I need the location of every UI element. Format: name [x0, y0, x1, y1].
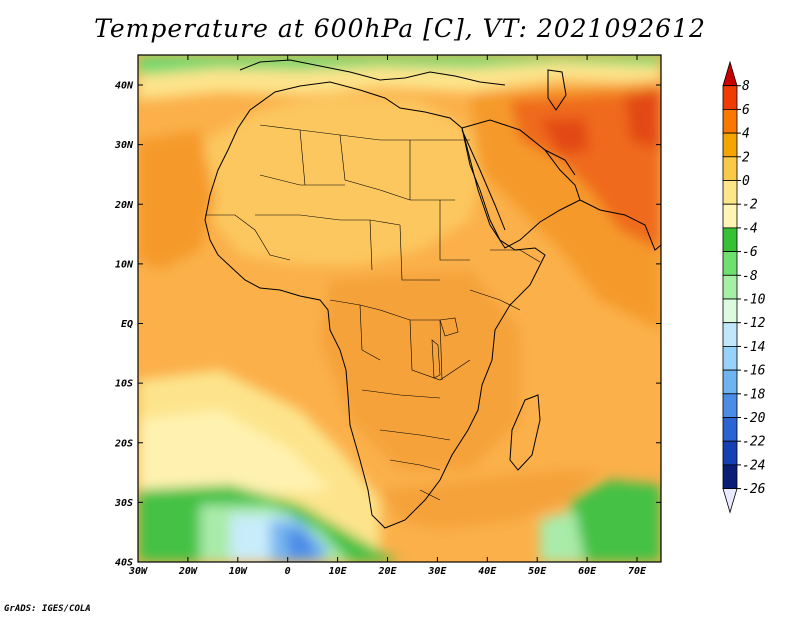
x-tick-label: 20W — [178, 566, 198, 577]
temperature-field — [138, 55, 661, 562]
colorbar-label: -8 — [742, 269, 758, 284]
colorbar-label: -4 — [742, 221, 758, 236]
asia-coastline — [579, 199, 661, 251]
colorbar-label: -26 — [742, 482, 766, 497]
colorbar-label: 8 — [742, 79, 750, 94]
credit-text: GrADS: IGES/COLA — [4, 604, 91, 614]
y-tick-label: 40S — [115, 558, 133, 569]
x-tick-label: 60E — [578, 566, 597, 577]
colorbar-swatch — [722, 440, 738, 466]
atlantic-warm-area — [138, 130, 215, 270]
colorbar-swatch — [722, 156, 738, 181]
southwest-dark-blue — [285, 530, 318, 560]
central-africa-warm — [320, 270, 520, 470]
x-tick-label: 0 — [285, 566, 291, 577]
colorbar-swatch — [722, 227, 738, 252]
colorbar-label: -18 — [742, 387, 766, 402]
colorbar-swatch — [722, 322, 738, 347]
colorbar-top-triangle — [722, 60, 738, 87]
y-tick-label: 40N — [115, 81, 134, 92]
x-tick-label: 70E — [628, 566, 647, 577]
x-tick-label: 50E — [528, 566, 547, 577]
colorbar-swatch — [722, 369, 738, 395]
coastlines — [204, 59, 661, 529]
x-tick-label: 20E — [377, 566, 397, 577]
arabia-coastline — [461, 119, 581, 249]
x-tick-label: 40E — [478, 566, 497, 577]
colorbar-label: -14 — [742, 340, 765, 355]
colorbar-label: -2 — [742, 198, 758, 213]
border-lines — [205, 124, 541, 501]
europe-coastline — [239, 59, 506, 86]
caspian-coastline — [547, 69, 567, 111]
colorbar-swatch — [722, 393, 738, 418]
colorbar-swatch — [722, 345, 738, 371]
south-warm-band — [380, 470, 600, 530]
hot-core-area — [540, 88, 661, 155]
colorbar: 8 6 4 2 0 -2 -4 -6 -8 -10 -12 -14 -16 -18 -20 -22 -24 -26 — [722, 60, 766, 514]
southeast-light-green — [540, 510, 585, 562]
y-tick-label: EQ — [121, 319, 133, 330]
y-tick-label: 10N — [115, 259, 134, 270]
country-borders — [205, 124, 541, 501]
x-tick-label: 10W — [229, 566, 248, 577]
colorbar-swatch — [722, 132, 738, 158]
y-tick-label: 20S — [114, 438, 133, 449]
y-tick-label: 10S — [115, 379, 133, 390]
north-green-band — [138, 55, 661, 75]
colorbar-swatch — [722, 464, 738, 489]
y-tick-label: 30S — [114, 498, 133, 509]
y-tick-label: 20N — [114, 200, 134, 211]
africa-coastline — [204, 81, 546, 529]
colorbar-label: -16 — [742, 364, 766, 379]
southeast-green-area — [570, 480, 661, 562]
plot-frame — [137, 54, 662, 563]
madagascar-coastline — [509, 394, 541, 471]
south-pale-band — [138, 410, 330, 500]
colorbar-bottom-triangle — [722, 488, 738, 514]
colorbar-label: -6 — [742, 245, 758, 260]
persian-gulf-line — [544, 149, 576, 176]
y-tick-label: 30N — [114, 140, 134, 151]
colorbar-swatch — [722, 203, 738, 229]
colorbar-swatch — [722, 251, 738, 276]
colorbar-label: -22 — [742, 435, 766, 450]
red-sea-line — [461, 129, 506, 231]
colorbar-label: 4 — [742, 127, 750, 142]
lake-victoria — [439, 317, 459, 337]
colorbar-swatch — [722, 417, 738, 442]
colorbar-swatch — [722, 180, 738, 205]
colorbar-label: -24 — [742, 458, 765, 473]
colorbar-swatch — [722, 109, 738, 134]
colorbar-swatch — [722, 298, 738, 324]
colorbar-swatch — [722, 85, 738, 110]
colorbar-label: -10 — [742, 293, 766, 308]
colorbar-label: 6 — [742, 103, 750, 118]
x-tick-label: 10E — [329, 566, 348, 577]
colorbar-label: -12 — [742, 316, 766, 331]
colorbar-swatch — [722, 274, 738, 300]
colorbar-label: 0 — [742, 174, 750, 189]
lake-tanganyika — [431, 339, 441, 379]
chart-title: Temperature at 600hPa [C], VT: 202109261… — [94, 14, 706, 43]
x-tick-label: 30E — [427, 566, 447, 577]
colorbar-label: -20 — [742, 411, 766, 426]
colorbar-label: 2 — [742, 150, 750, 165]
sahara-land-shade — [205, 95, 480, 265]
x-tick-label: 30W — [128, 566, 148, 577]
